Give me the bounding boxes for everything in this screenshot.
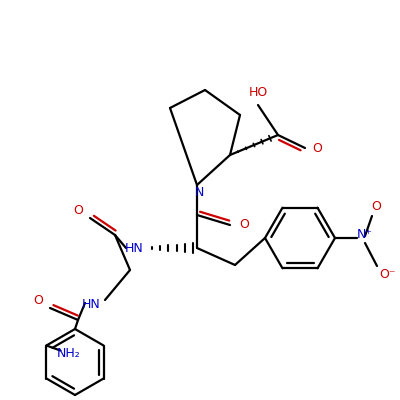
Text: HN: HN bbox=[125, 242, 143, 254]
Text: NH₂: NH₂ bbox=[56, 347, 80, 360]
Text: N⁺: N⁺ bbox=[357, 228, 373, 240]
Text: O: O bbox=[371, 200, 381, 212]
Text: HO: HO bbox=[248, 86, 268, 100]
Text: O: O bbox=[73, 204, 83, 216]
Text: O: O bbox=[33, 294, 43, 306]
Text: O: O bbox=[312, 142, 322, 154]
Text: N: N bbox=[194, 186, 204, 200]
Text: O⁻: O⁻ bbox=[379, 268, 395, 280]
Text: HN: HN bbox=[82, 298, 100, 310]
Text: O: O bbox=[239, 218, 249, 232]
